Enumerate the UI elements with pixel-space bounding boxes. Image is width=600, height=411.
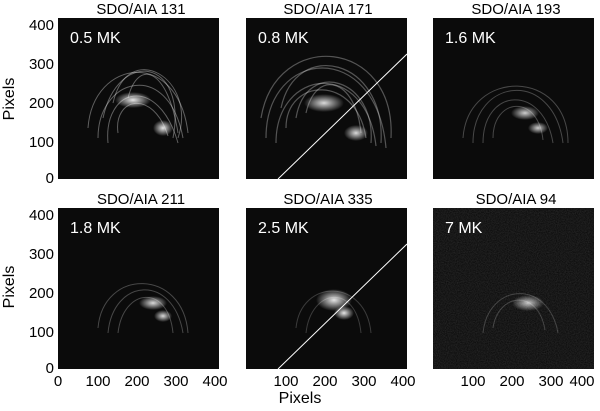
image-panel-131: 0.5 MK — [58, 18, 219, 179]
y-axis-label-bottom: Pixels — [1, 265, 18, 309]
xtick-p1-1: 100 — [85, 373, 111, 390]
image-panel-171: 0.8 MK — [246, 18, 407, 179]
xtick-p2-2: 200 — [312, 373, 338, 390]
xtick-p1-4: 400 — [202, 373, 228, 390]
ytick-top-1: 300 — [28, 56, 54, 73]
panel-title-335: SDO/AIA 335 — [283, 191, 373, 208]
panel-title-193: SDO/AIA 193 — [471, 1, 561, 18]
solar-loops-335 — [277, 243, 407, 369]
xtick-p1-0: 0 — [53, 373, 63, 390]
temperature-label-131: 0.5 MK — [70, 30, 121, 47]
ytick-bottom-2: 200 — [28, 285, 54, 302]
temperature-label-94: 7 MK — [445, 220, 483, 237]
temperature-label-211: 1.8 MK — [70, 220, 121, 237]
xtick-p1-2: 200 — [124, 373, 150, 390]
image-panel-211: 1.8 MK — [58, 208, 219, 369]
ytick-top-2: 200 — [28, 95, 54, 112]
ytick-top-0: 400 — [28, 17, 54, 34]
x-axis-label: Pixels — [278, 390, 322, 407]
xtick-p1-3: 300 — [163, 373, 189, 390]
y-axis-label-top: Pixels — [1, 77, 18, 121]
solar-loops-193 — [462, 85, 569, 144]
ytick-bottom-4: 0 — [45, 360, 54, 377]
panel-title-171: SDO/AIA 171 — [283, 1, 373, 18]
temperature-label-335: 2.5 MK — [258, 220, 309, 237]
solar-loops-131 — [87, 69, 189, 144]
ytick-bottom-3: 100 — [28, 324, 54, 341]
panel-title-94: SDO/AIA 94 — [475, 191, 557, 208]
xtick-p3-2: 200 — [499, 373, 525, 390]
image-panel-193: 1.6 MK — [433, 18, 594, 179]
xtick-p3-1: 100 — [460, 373, 486, 390]
xtick-p2-4: 400 — [390, 373, 416, 390]
xtick-p3-3: 300 — [538, 373, 564, 390]
solar-loops-94 — [433, 208, 594, 369]
solar-loops-211 — [97, 283, 189, 334]
ytick-top-4: 0 — [45, 170, 54, 187]
xtick-p2-3: 300 — [351, 373, 377, 390]
temperature-label-171: 0.8 MK — [258, 30, 309, 47]
xtick-p2-1: 100 — [273, 373, 299, 390]
image-panel-94: 7 MK — [433, 208, 594, 369]
xtick-p3-4: 400 — [569, 373, 595, 390]
slit-line-171 — [277, 53, 407, 179]
image-panel-335: 2.5 MK — [246, 208, 407, 369]
slit-line-335 — [277, 243, 407, 369]
ytick-bottom-0: 400 — [28, 207, 54, 224]
panel-title-131: SDO/AIA 131 — [96, 1, 186, 18]
solar-loops-171 — [260, 53, 407, 179]
ytick-bottom-1: 300 — [28, 246, 54, 263]
panel-title-211: SDO/AIA 211 — [96, 191, 186, 208]
temperature-label-193: 1.6 MK — [445, 30, 496, 47]
ytick-top-3: 100 — [28, 134, 54, 151]
